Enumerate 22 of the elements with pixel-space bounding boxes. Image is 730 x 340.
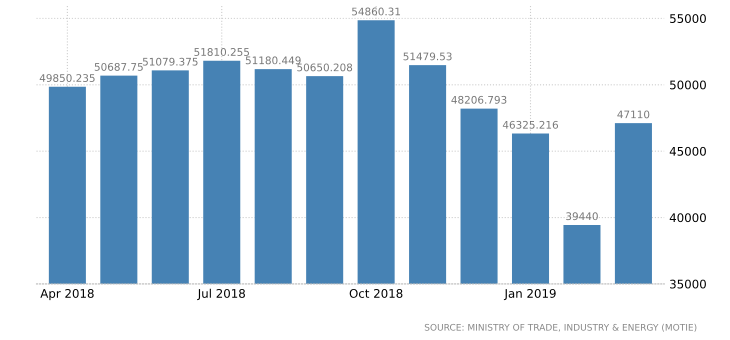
y-tick-label: 45000 — [670, 146, 706, 156]
data-label: 46325.216 — [502, 120, 558, 129]
source-note: SOURCE: MINISTRY OF TRADE, INDUSTRY & ENERGY (MOTIE) — [424, 324, 696, 332]
x-tick-label: Oct 2018 — [350, 288, 402, 298]
data-label: 39440 — [566, 212, 598, 220]
x-tick-label: Apr 2018 — [40, 288, 94, 300]
data-label: 51810.255 — [194, 48, 250, 56]
data-label: 50687.75 — [94, 62, 143, 71]
y-tick-label: 40000 — [670, 213, 706, 222]
x-tick-label: Jul 2018 — [197, 288, 245, 300]
data-label: 48206.793 — [451, 96, 506, 104]
data-label: 49850.235 — [40, 74, 95, 82]
data-label: 51479.53 — [404, 52, 452, 60]
y-tick-label: 55000 — [670, 14, 706, 24]
data-label: 51079.375 — [142, 58, 198, 66]
x-tick-label: Jan 2019 — [504, 288, 556, 300]
data-label: 54860.31 — [352, 8, 400, 16]
data-label: 47110 — [617, 110, 650, 118]
data-label: 51180.449 — [246, 56, 301, 64]
y-tick-label: 50000 — [670, 80, 706, 90]
y-tick-label: 35000 — [670, 280, 706, 289]
data-label: 50650.208 — [297, 63, 352, 72]
